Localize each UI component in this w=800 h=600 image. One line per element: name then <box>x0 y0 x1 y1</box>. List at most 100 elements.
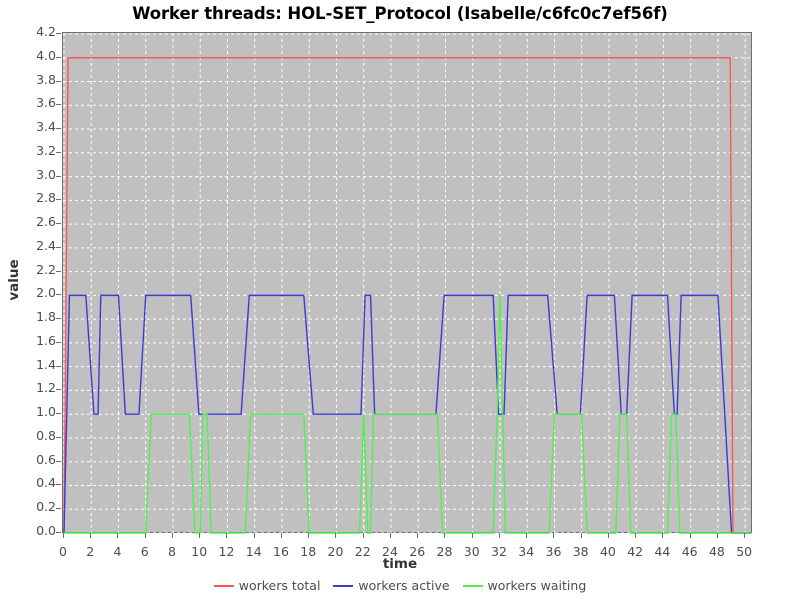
legend-entry: workers waiting <box>462 578 587 593</box>
x-tick-label: 40 <box>599 544 616 559</box>
x-tick-mark <box>171 533 173 538</box>
y-tick-mark <box>56 151 61 153</box>
y-tick-label: 2.8 <box>36 190 56 206</box>
x-tick-mark <box>280 533 282 538</box>
x-tick-mark <box>553 533 555 538</box>
x-tick-label: 14 <box>245 544 262 559</box>
y-tick-label: 2.2 <box>36 261 56 277</box>
plot-area <box>62 32 753 534</box>
x-tick-label: 42 <box>627 544 644 559</box>
y-tick-label: 1.0 <box>36 404 56 420</box>
x-tick-mark <box>498 533 500 538</box>
x-tick-mark <box>689 533 691 538</box>
y-tick-label: 0.0 <box>36 523 56 538</box>
x-tick-label: 50 <box>736 544 753 559</box>
y-tick-mark <box>56 199 61 201</box>
y-tick-mark <box>56 56 61 58</box>
legend-label: workers active <box>358 578 450 593</box>
y-tick-mark <box>56 365 61 367</box>
y-tick-mark <box>56 246 61 248</box>
y-tick-mark <box>56 33 61 34</box>
y-tick-label: 1.4 <box>36 356 56 372</box>
y-tick-label: 3.8 <box>36 71 56 87</box>
x-tick-label: 24 <box>382 544 398 559</box>
y-tick-label: 1.6 <box>36 332 56 348</box>
y-tick-mark <box>56 104 61 106</box>
x-tick-label: 46 <box>681 544 698 559</box>
x-tick-label: 12 <box>218 544 235 559</box>
x-tick-label: 44 <box>654 544 671 559</box>
y-tick-label: 0.2 <box>36 499 56 515</box>
y-tick-mark <box>56 80 61 82</box>
y-tick-label: 0.4 <box>36 475 56 491</box>
y-tick-label: 4.0 <box>36 47 56 63</box>
legend-entry: workers active <box>333 578 450 593</box>
x-tick-mark <box>417 533 419 538</box>
x-tick-mark <box>471 533 473 538</box>
x-tick-mark <box>226 533 228 538</box>
x-tick-mark <box>389 533 391 538</box>
y-tick-mark <box>56 128 61 130</box>
plot-svg <box>63 33 753 534</box>
x-tick-label: 38 <box>572 544 589 559</box>
legend-label: workers waiting <box>487 578 587 593</box>
x-axis-label: time <box>382 556 418 572</box>
x-tick-label: 20 <box>327 544 344 559</box>
x-tick-label: 18 <box>300 544 317 559</box>
x-tick-mark <box>635 533 637 538</box>
legend-entry: workers total <box>213 578 321 593</box>
y-tick-label: 2.4 <box>36 237 56 253</box>
x-tick-label: 6 <box>140 544 149 559</box>
y-tick-label: 3.6 <box>36 95 56 111</box>
y-tick-label: 3.0 <box>36 166 56 182</box>
x-tick-label: 10 <box>191 544 208 559</box>
y-tick-mark <box>56 508 61 510</box>
y-tick-mark <box>56 413 61 415</box>
x-axis-tick-labels: 0 2 4 6 8 10 12 14 16 18 20 22 24 26 28 30 32 34 36 38 40 42 4… <box>0 533 800 559</box>
legend-label: workers total <box>238 578 321 593</box>
chart-title: Worker threads: HOL-SET_Protocol (Isabel… <box>132 4 668 23</box>
y-tick-mark <box>56 532 61 533</box>
x-tick-mark <box>90 533 92 538</box>
y-tick-label: 0.6 <box>36 451 56 467</box>
legend-swatch-icon <box>462 584 483 587</box>
x-tick-label: 36 <box>545 544 562 559</box>
x-tick-label: 26 <box>409 544 426 559</box>
y-tick-mark <box>56 270 61 272</box>
x-tick-label: 34 <box>518 544 535 559</box>
x-tick-mark <box>526 533 528 538</box>
y-tick-label: 0.8 <box>36 427 56 443</box>
y-tick-mark <box>56 294 61 296</box>
y-tick-mark <box>56 223 61 225</box>
y-tick-mark <box>56 341 61 343</box>
x-tick-mark <box>63 533 64 538</box>
y-tick-mark <box>56 389 61 391</box>
x-tick-mark <box>144 533 146 538</box>
y-tick-label: 3.4 <box>36 119 56 135</box>
x-tick-mark <box>199 533 201 538</box>
x-tick-label: 2 <box>86 544 95 559</box>
x-tick-mark <box>716 533 718 538</box>
x-tick-label: 22 <box>354 544 371 559</box>
y-tick-label: 4.2 <box>36 24 56 39</box>
x-tick-label: 30 <box>463 544 480 559</box>
y-tick-label: 1.8 <box>36 309 56 325</box>
x-tick-mark <box>117 533 119 538</box>
y-tick-mark <box>56 460 61 462</box>
series-line-workers-waiting <box>64 295 751 534</box>
x-tick-label: 4 <box>113 544 122 559</box>
x-tick-mark <box>744 533 746 538</box>
x-tick-label: 32 <box>491 544 507 559</box>
x-tick-mark <box>308 533 310 538</box>
y-tick-label: 3.2 <box>36 142 56 158</box>
x-tick-mark <box>662 533 664 538</box>
x-tick-mark <box>253 533 255 538</box>
x-tick-mark <box>444 533 446 538</box>
legend-swatch-icon <box>333 584 354 587</box>
y-tick-mark <box>56 484 61 486</box>
y-axis-tick-labels: 0.0 0.2 0.4 0.6 0.8 1.0 1.2 1.4 1.6 1.8 2.0 2.2 2.4 2… <box>0 0 61 600</box>
chart-legend: workers total workers active workers waiti… <box>0 578 800 593</box>
x-tick-label: 48 <box>708 544 725 559</box>
x-tick-label: 16 <box>273 544 289 559</box>
